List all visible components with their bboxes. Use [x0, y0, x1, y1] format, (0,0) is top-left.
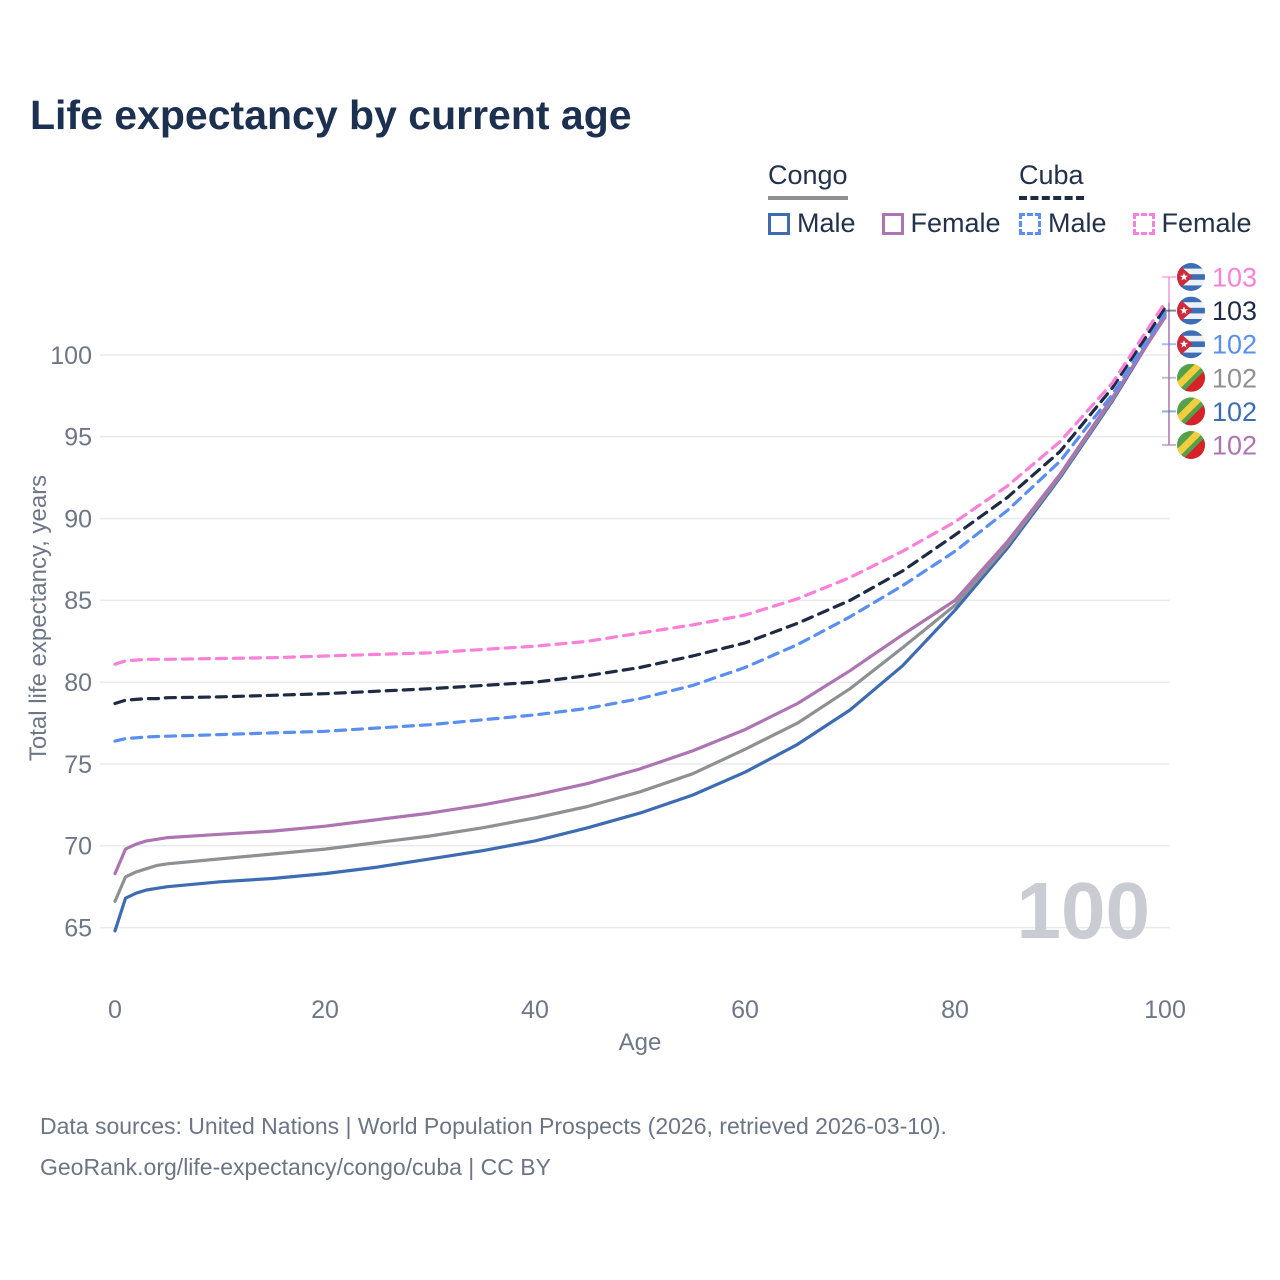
flag-icon-cuba: [1177, 296, 1205, 325]
x-tick-label: 60: [731, 996, 759, 1024]
series-line-cuba-male[interactable]: [113, 310, 1167, 743]
y-tick-label: 70: [64, 833, 92, 861]
legend-group-congo: Congo Male Female: [768, 160, 1001, 239]
y-tick-label: 95: [64, 424, 92, 452]
congo-male-swatch: [768, 212, 790, 235]
x-tick-label: 80: [941, 996, 969, 1024]
flag-icon-congo: [1177, 363, 1205, 392]
end-label-value-congo-male: 102: [1212, 397, 1257, 427]
y-tick-label: 65: [64, 914, 92, 942]
congo-female-swatch: [881, 212, 904, 235]
series-line-congo-female[interactable]: [113, 315, 1167, 876]
y-axis-title: Total life expectancy, years: [25, 475, 52, 761]
legend-group-cuba: Cuba Male Female: [1019, 160, 1252, 239]
x-tick-label: 0: [108, 996, 122, 1024]
legend-country-congo[interactable]: Congo: [768, 160, 848, 200]
end-label-value-congo-female: 102: [1212, 430, 1257, 460]
series-line-cuba-female[interactable]: [113, 301, 1167, 666]
y-tick-label: 100: [50, 342, 92, 370]
legend-item-cuba-male[interactable]: Male: [1019, 208, 1107, 239]
end-label-value-cuba-total: 103: [1212, 296, 1257, 326]
footer-attribution-link: GeoRank.org/life-expectancy/congo/cuba |…: [40, 1154, 551, 1180]
flag-icon-congo: [1177, 431, 1205, 459]
x-tick-label: 100: [1144, 996, 1186, 1024]
legend-item-label: Male: [797, 208, 856, 238]
flag-icon-cuba: [1177, 263, 1205, 291]
flag-icon-congo: [1177, 397, 1205, 426]
legend-item-congo-female[interactable]: Female: [881, 208, 1001, 239]
end-label-value-cuba-female: 103: [1212, 262, 1257, 292]
legend-item-label: Female: [1161, 208, 1252, 238]
footer-data-sources: Data sources: United Nations | World Pop…: [40, 1113, 947, 1139]
footer: Data sources: United Nations | World Pop…: [40, 1106, 947, 1188]
y-tick-label: 85: [64, 587, 92, 615]
y-tick-label: 80: [64, 669, 92, 697]
x-tick-label: 20: [311, 996, 339, 1024]
watermark-age-counter: 100: [1017, 866, 1150, 955]
series-line-congo-male[interactable]: [113, 314, 1167, 933]
x-axis-title: Age: [619, 1029, 662, 1056]
flag-icon-cuba: [1177, 330, 1205, 359]
legend-item-cuba-female[interactable]: Female: [1132, 208, 1252, 239]
y-tick-label: 90: [64, 505, 92, 533]
legend-item-label: Male: [1048, 208, 1107, 238]
series-line-cuba-total[interactable]: [113, 306, 1167, 706]
series-line-congo-total[interactable]: [113, 312, 1167, 903]
end-label-value-cuba-male: 102: [1212, 330, 1257, 360]
cuba-female-swatch: [1132, 212, 1155, 235]
legend-item-label: Female: [910, 208, 1001, 238]
end-label-value-congo-total: 102: [1212, 363, 1257, 393]
legend-country-cuba[interactable]: Cuba: [1019, 160, 1084, 200]
legend-item-congo-male[interactable]: Male: [768, 208, 856, 239]
y-tick-label: 75: [64, 751, 92, 779]
x-tick-label: 40: [521, 996, 549, 1024]
page-title: Life expectancy by current age: [30, 92, 632, 138]
cuba-male-swatch: [1019, 212, 1041, 235]
